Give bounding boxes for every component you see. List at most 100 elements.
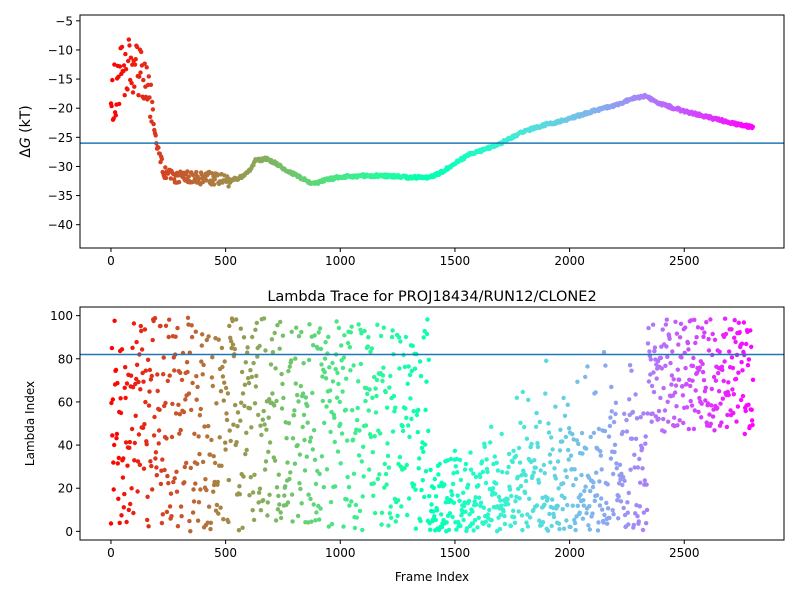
lambda-point: [532, 458, 537, 463]
lambda-point: [690, 378, 695, 383]
lambda-point: [265, 513, 270, 518]
lambda-point: [124, 519, 129, 525]
lambda-point: [511, 508, 516, 513]
lambda-point: [216, 511, 221, 516]
lambda-point: [146, 403, 152, 408]
lambda-point: [279, 406, 285, 411]
lambda-point: [295, 392, 300, 398]
lambda-point: [737, 330, 742, 335]
lambda-point: [322, 356, 328, 361]
lambda-point: [150, 337, 155, 343]
lambda-point: [696, 409, 701, 415]
lambda-point: [695, 325, 701, 330]
lambda-point: [632, 465, 637, 470]
lambda-point: [733, 339, 738, 345]
lambda-point: [572, 467, 577, 472]
lambda-point: [166, 481, 171, 486]
lambda-point: [349, 499, 354, 504]
lambda-point: [424, 331, 430, 337]
lambda-point: [703, 385, 708, 390]
x-tick-label: 0: [107, 546, 115, 560]
lambda-point: [464, 526, 470, 531]
lambda-point: [546, 430, 552, 435]
lambda-point: [328, 429, 333, 435]
lambda-point: [637, 504, 642, 509]
lambda-point: [221, 517, 226, 522]
lambda-point: [263, 459, 269, 464]
lambda-point: [259, 432, 264, 438]
lambda-point: [411, 409, 416, 414]
lambda-point: [164, 436, 169, 441]
lambda-point: [462, 467, 468, 472]
lambda-point: [626, 522, 631, 527]
lambda-point: [250, 490, 256, 495]
lambda-point: [242, 403, 247, 409]
lambda-point: [535, 444, 541, 450]
lambda-point: [712, 337, 718, 342]
lambda-point: [278, 319, 283, 325]
lambda-point: [112, 442, 117, 448]
lambda-point: [599, 467, 604, 472]
lambda-point: [674, 404, 679, 409]
lambda-point: [266, 449, 271, 454]
lambda-point: [611, 419, 617, 425]
lambda-point: [513, 499, 518, 504]
lambda-point: [478, 474, 483, 480]
delta-g-point: [163, 165, 168, 170]
lambda-point: [369, 346, 375, 351]
lambda-point: [308, 435, 314, 440]
lambda-point: [451, 500, 457, 505]
lambda-point: [288, 470, 293, 475]
lambda-point: [433, 494, 439, 499]
lambda-point: [427, 493, 432, 499]
lambda-point: [672, 390, 678, 395]
lambda-point: [285, 500, 291, 505]
lambda-point: [382, 485, 387, 490]
lambda-point: [721, 378, 726, 384]
lambda-point: [201, 362, 206, 368]
delta-g-point: [196, 176, 202, 181]
lambda-point: [614, 461, 619, 466]
lambda-point: [231, 422, 236, 427]
x-tick-label: 0: [107, 254, 115, 268]
lambda-point: [498, 498, 503, 503]
lambda-point: [566, 426, 572, 431]
lambda-point: [387, 511, 392, 516]
lambda-point: [541, 462, 547, 468]
lambda-point: [118, 396, 123, 401]
lambda-point: [303, 395, 309, 400]
lambda-point: [731, 392, 736, 397]
delta-g-y-axis-label: ΔG (kT): [18, 105, 34, 157]
lambda-point: [434, 508, 440, 513]
lambda-point: [676, 342, 681, 347]
lambda-point: [378, 333, 384, 339]
lambda-point: [535, 441, 540, 446]
lambda-point: [603, 363, 608, 368]
lambda-point: [195, 384, 200, 390]
lambda-point: [583, 484, 588, 489]
delta-g-point: [750, 124, 755, 129]
lambda-point: [208, 526, 213, 532]
lambda-point: [576, 441, 581, 447]
lambda-point: [544, 358, 549, 363]
lambda-point: [409, 368, 414, 374]
lambda-point: [741, 320, 747, 325]
lambda-point: [560, 439, 565, 444]
lambda-point: [322, 370, 327, 375]
lambda-point: [318, 346, 324, 352]
lambda-point: [522, 490, 528, 496]
lambda-point: [286, 421, 292, 426]
lambda-point: [306, 357, 312, 363]
lambda-point: [574, 438, 580, 443]
lambda-point: [155, 388, 160, 394]
lambda-point: [164, 509, 170, 515]
lambda-point: [294, 325, 299, 330]
lambda-point: [183, 397, 188, 402]
lambda-point: [382, 461, 387, 467]
lambda-point: [645, 411, 650, 416]
lambda-point: [534, 410, 539, 416]
lambda-point: [402, 466, 407, 471]
lambda-point: [693, 340, 698, 346]
lambda-point: [256, 500, 261, 505]
lambda-point: [627, 397, 632, 402]
